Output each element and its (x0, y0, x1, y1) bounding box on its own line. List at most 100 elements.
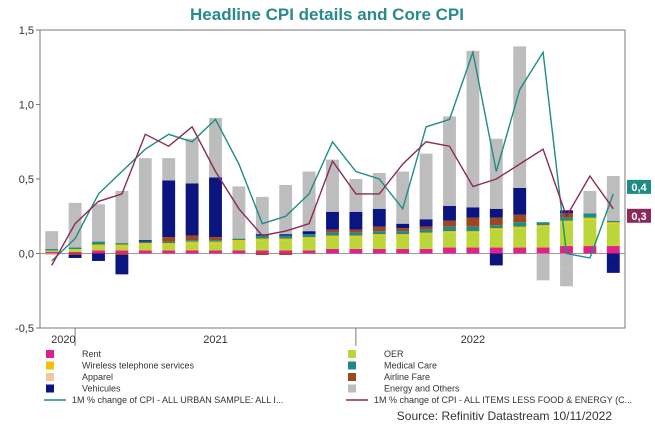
bar-segment (255, 253, 269, 255)
bar-segment (583, 217, 597, 220)
bar-segment (326, 229, 339, 233)
bar-segment (68, 249, 82, 253)
bar-segment (466, 247, 480, 254)
bar-segment (92, 246, 105, 251)
bar-segment (115, 250, 129, 254)
bar-segment (489, 225, 503, 229)
bar-segment (396, 223, 410, 229)
bar-segment (466, 207, 480, 218)
legend-label: 1M % change of CPI - ALL ITEMS LESS FOOD… (374, 395, 632, 405)
bar-segment (185, 243, 199, 251)
bar-segment (162, 158, 176, 181)
bar-segment (513, 222, 527, 227)
legend: Rent OER Wireless telephone services Medica… (44, 349, 632, 405)
legend-swatch (348, 373, 356, 381)
bar-segment (68, 253, 82, 255)
bar-segment (606, 222, 620, 224)
bar-segment (606, 220, 620, 223)
bar-segment (466, 50, 480, 208)
bar-segment (185, 241, 199, 244)
bar-segment-negative (115, 256, 129, 275)
legend-label: Medical Care (384, 361, 437, 371)
bar-segment (583, 246, 597, 254)
bar-segment (396, 228, 410, 232)
bar-segment (138, 241, 152, 244)
bar-segment (349, 235, 363, 238)
bar-segment (255, 235, 269, 239)
bar-segment (279, 238, 293, 241)
legend-label: Rent (82, 349, 102, 359)
legend-swatch (46, 361, 54, 370)
bar-segment (326, 237, 339, 250)
bar-segment (185, 235, 199, 241)
end-label-box (627, 208, 651, 223)
bar-segment (443, 220, 456, 227)
bar-segment (606, 246, 620, 254)
bar-segment (513, 187, 527, 215)
bar-segment (209, 117, 222, 178)
bar-segment (302, 250, 316, 254)
bar-segment (302, 237, 316, 239)
bar-segment (92, 204, 105, 242)
bar-segment (560, 253, 573, 269)
bar-segment (372, 226, 386, 232)
bar-segment (560, 220, 573, 223)
bar-segment (489, 247, 503, 254)
bar-segment (419, 219, 433, 227)
bar-segment (349, 211, 363, 230)
bar-segment (489, 208, 503, 218)
bar-segment (115, 243, 129, 245)
bar-segment (232, 250, 246, 254)
bar-segment (443, 231, 456, 233)
bar-segment-negative (560, 268, 573, 287)
legend-label: Apparel (82, 372, 113, 382)
bar-segment (606, 223, 620, 247)
x-axis: 2020 2021 2022 (51, 328, 485, 346)
bar-segment (138, 250, 152, 254)
bar-segment (326, 211, 339, 230)
bar-segment (68, 254, 82, 258)
bar-segment (209, 237, 222, 241)
bar-segment (606, 253, 620, 258)
bar-segment (466, 232, 480, 248)
bar-segment (349, 232, 363, 236)
bar-segment (279, 184, 293, 235)
bar-segment (536, 225, 550, 227)
bar-segment (396, 249, 410, 254)
end-label-box (627, 179, 651, 194)
bar-segment (68, 247, 82, 250)
bar-segment (536, 222, 550, 226)
bar-segment (372, 234, 386, 236)
source-note: Source: Refinitiv Datastream 10/11/2022 (397, 409, 613, 423)
bar-segment (92, 253, 105, 261)
y-tick-label: 1,0 (19, 100, 34, 112)
bar-segment (232, 241, 246, 251)
bar-segment (443, 247, 456, 254)
bar-segment (606, 176, 620, 221)
year-label: 2022 (461, 334, 485, 346)
bar-segment-negative (489, 253, 503, 266)
legend-swatch (348, 361, 356, 370)
bar-segment (209, 250, 222, 254)
bar-segment (349, 249, 363, 254)
bar-segment (583, 213, 597, 218)
bar-segment (560, 210, 573, 214)
bar-segment (45, 253, 59, 255)
bar-segment (419, 234, 433, 250)
bar-segment (185, 240, 199, 242)
bar-segment (349, 179, 363, 212)
bar-segment (419, 232, 433, 235)
bar-segment (443, 226, 456, 232)
y-tick-label: 0,5 (19, 174, 34, 186)
legend-swatch (348, 384, 356, 393)
bar-segment (68, 202, 82, 248)
bar-segment (232, 238, 246, 241)
bar-segment-negative (606, 257, 620, 273)
bar-segment (419, 229, 433, 233)
bar-segment (419, 226, 433, 230)
legend-label: OER (384, 349, 404, 359)
bar-segment (466, 231, 480, 233)
bar-segment (162, 244, 176, 251)
bar-segment (162, 180, 176, 238)
bar-segment (489, 217, 503, 226)
